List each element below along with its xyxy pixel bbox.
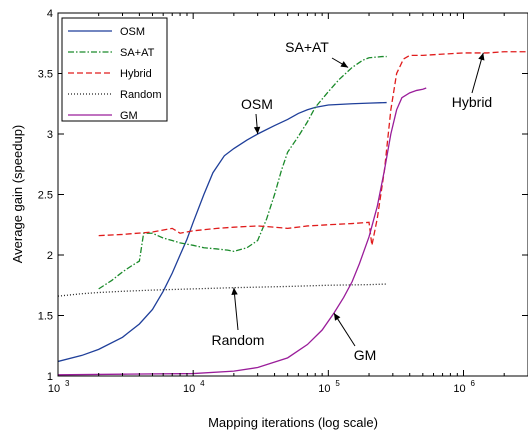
annotation-hybrid: Hybrid <box>452 94 492 110</box>
y-tick-label-4: 4 <box>47 8 53 20</box>
legend: OSM SA+AT Hybrid Random GM <box>61 17 168 122</box>
y-tick-label-2: 2 <box>47 250 53 262</box>
legend-label-hybrid: Hybrid <box>120 68 152 80</box>
annotation-arrowhead-gm <box>333 313 341 321</box>
annotation-gm: GM <box>354 347 377 363</box>
annotation-arrowhead-hybrid <box>478 52 485 61</box>
x-tick-label-10e3: 10 <box>48 383 60 395</box>
series-line-gm <box>58 87 427 376</box>
legend-label-osm: OSM <box>120 26 145 38</box>
legend-label-random: Random <box>120 89 162 101</box>
legend-label-sa-at: SA+AT <box>120 47 155 59</box>
series-line-hybrid <box>98 51 528 246</box>
x-tick-label-10e6: 10 <box>453 383 465 395</box>
y-tick-label-3: 3 <box>47 129 53 141</box>
x-tick-label-10e5: 10 <box>318 383 330 395</box>
annotation-arrowhead-osm <box>253 126 261 134</box>
annotation-sa-at: SA+AT <box>285 39 329 55</box>
annotation-random: Random <box>212 332 265 348</box>
annotation-arrowhead-random <box>231 287 238 295</box>
annotation-layer: SA+AT OSM Hybrid Random GM <box>212 39 493 363</box>
y-axis-label: Average gain (speedup) <box>10 125 25 264</box>
x-tick-exp-10e4: 4 <box>200 379 205 388</box>
y-tick-label-1-5: 1.5 <box>38 311 53 323</box>
legend-label-gm: GM <box>120 110 138 122</box>
y-tick-label-3-5: 3.5 <box>38 69 53 81</box>
series-line-random <box>58 283 387 297</box>
x-tick-exp-10e6: 6 <box>471 379 476 388</box>
series-line-osm <box>58 101 387 363</box>
annotation-arrow-random <box>233 287 239 331</box>
y-tick-label-2-5: 2.5 <box>38 190 53 202</box>
y-tick-label-1: 1 <box>47 371 53 383</box>
legend-box <box>61 17 168 122</box>
x-tick-exp-10e3: 3 <box>65 379 70 388</box>
x-axis-label: Mapping iterations (log scale) <box>208 415 378 430</box>
ticks-layer: 10 3 10 4 10 5 10 6 1 1.5 2 2.5 3 3.5 4 <box>38 8 528 395</box>
series-layer <box>58 51 528 376</box>
series-line-sa-at <box>98 55 387 290</box>
x-tick-exp-10e5: 5 <box>335 379 340 388</box>
x-tick-label-10e4: 10 <box>183 383 195 395</box>
annotation-osm: OSM <box>241 96 273 112</box>
annotation-arrowhead-sa-at <box>340 61 349 68</box>
